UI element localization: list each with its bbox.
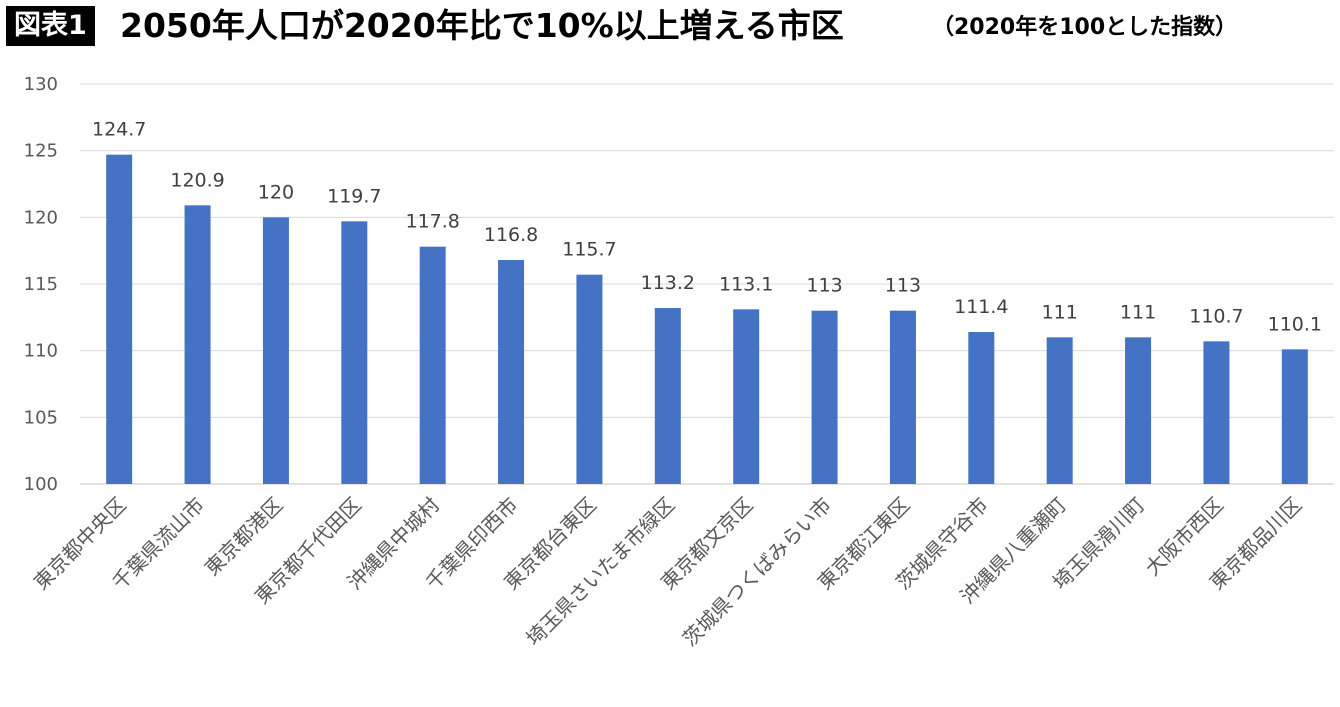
- bar: [184, 205, 211, 485]
- y-tick-label: 105: [24, 407, 58, 428]
- bar: [341, 221, 368, 485]
- bar: [576, 274, 603, 484]
- data-label: 119.7: [327, 185, 381, 207]
- data-label: 117.8: [405, 211, 459, 233]
- bar: [733, 309, 760, 484]
- data-label: 113.2: [641, 272, 695, 294]
- y-tick-label: 120: [24, 207, 58, 228]
- y-tick-label: 110: [24, 341, 58, 362]
- data-label: 111: [1042, 301, 1078, 323]
- data-label: 110.7: [1189, 305, 1243, 327]
- data-label: 120: [258, 181, 294, 203]
- data-label: 111.4: [954, 296, 1008, 318]
- bar: [811, 310, 838, 484]
- bar: [1125, 337, 1152, 484]
- bar: [262, 217, 289, 485]
- bar: [106, 154, 133, 484]
- chart-title: 2050年人口が2020年比で10%以上増える市区: [120, 6, 844, 45]
- data-label: 110.1: [1268, 313, 1322, 335]
- bar: [419, 246, 446, 484]
- y-tick-label: 115: [24, 274, 58, 295]
- data-label: 111: [1120, 301, 1156, 323]
- data-label: 115.7: [562, 239, 616, 261]
- bar: [1046, 337, 1073, 484]
- data-label: 116.8: [484, 224, 538, 246]
- bar: [889, 310, 916, 484]
- bar: [1203, 341, 1230, 484]
- chart-header: 図表1 2050年人口が2020年比で10%以上増える市区 （2020年を100…: [0, 0, 1340, 60]
- bar: [1281, 349, 1308, 484]
- bar: [968, 332, 995, 484]
- category-label: 埼玉県さいたま市緑区: [521, 493, 679, 651]
- chart-subtitle: （2020年を100とした指数）: [932, 15, 1238, 40]
- y-tick-label: 100: [24, 474, 58, 495]
- data-label: 113: [806, 275, 842, 297]
- y-tick-label: 130: [24, 74, 58, 95]
- data-label: 113.1: [719, 273, 773, 295]
- bar: [498, 260, 525, 484]
- bar: [654, 308, 681, 484]
- data-label: 120.9: [170, 169, 224, 191]
- category-label: 茨城県つくばみらい市: [678, 493, 836, 651]
- data-label: 124.7: [92, 119, 146, 141]
- data-label: 113: [885, 275, 921, 297]
- y-tick-label: 125: [24, 141, 58, 162]
- figure-badge: 図表1: [6, 6, 95, 46]
